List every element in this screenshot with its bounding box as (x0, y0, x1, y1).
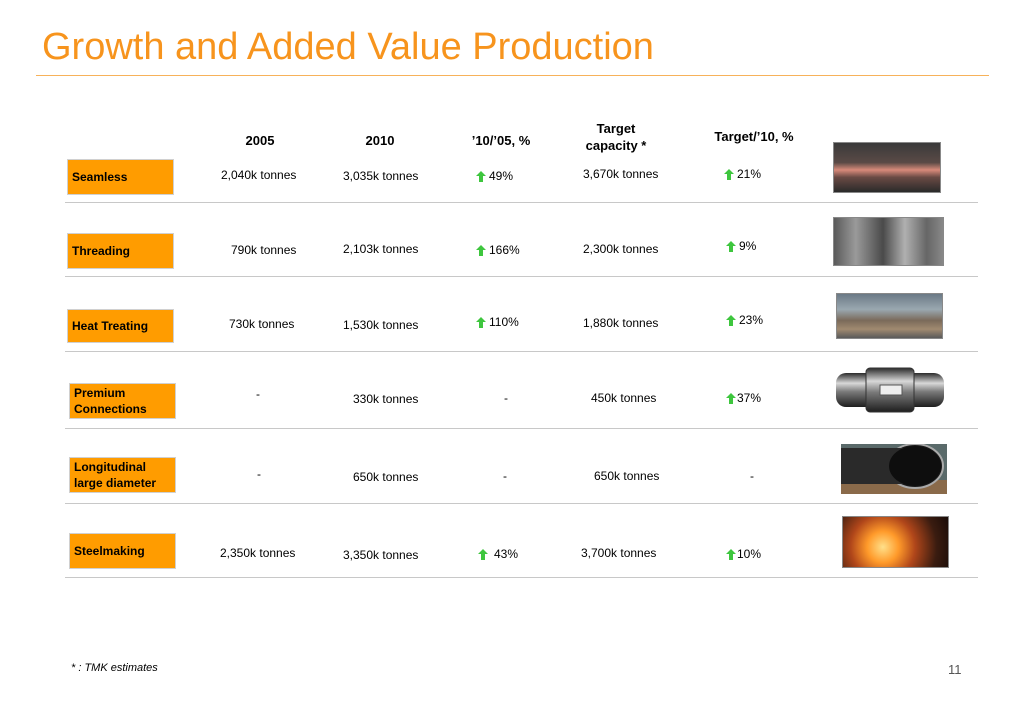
value-2005: 730k tonnes (229, 317, 295, 331)
category-seamless: Seamless (67, 159, 174, 195)
growth-value: 110% (489, 315, 519, 329)
value-2010: 650k tonnes (353, 470, 419, 484)
green-up-arrow-icon (726, 314, 736, 326)
header-growth: ’10/’05, % (471, 133, 531, 148)
threading-machine-photo (833, 217, 944, 266)
value-2010: 3,035k tonnes (343, 169, 419, 183)
target-vs-2010-value: 10% (737, 547, 762, 561)
category-longitudinal-large-diameter: Longitudinal large diameter (69, 457, 176, 493)
category-premium-connections: Premium Connections (69, 383, 176, 419)
header-target-line2: capacity * (585, 138, 647, 153)
title-divider (36, 75, 989, 76)
target-vs-2010-value: 9% (739, 239, 757, 253)
value-2005: 2,040k tonnes (221, 168, 297, 182)
category-threading: Threading (67, 233, 174, 269)
seamless-pipe-photo (833, 142, 941, 193)
target-capacity: 1,880k tonnes (583, 316, 659, 330)
category-label-line1: Longitudinal (74, 460, 146, 474)
growth-cell: 166% (476, 243, 520, 257)
target-capacity: 450k tonnes (591, 391, 657, 405)
value-2005: 2,350k tonnes (220, 546, 296, 560)
green-up-arrow-icon (478, 548, 488, 560)
large-diameter-pipe-photo (841, 444, 947, 494)
category-label-line2: Connections (74, 402, 147, 416)
target-vs-2010-value: 37% (737, 391, 762, 405)
target-vs-2010-cell: 9% (726, 239, 756, 253)
target-capacity: 3,700k tonnes (581, 546, 657, 560)
growth-value: 43% (494, 547, 519, 561)
header-target-line1: Target (596, 121, 636, 136)
category-label-line2: large diameter (74, 476, 157, 490)
category-heat-treating: Heat Treating (67, 309, 174, 343)
green-up-arrow-icon (476, 316, 486, 328)
target-capacity: 2,300k tonnes (583, 242, 659, 256)
growth-cell: 49% (476, 169, 513, 183)
target-capacity: 650k tonnes (594, 469, 660, 483)
header-2005: 2005 (245, 133, 275, 148)
green-up-arrow-icon (726, 392, 736, 404)
page-title: Growth and Added Value Production (42, 26, 654, 68)
category-steelmaking: Steelmaking (69, 533, 176, 569)
value-2005: 790k tonnes (231, 243, 297, 257)
row-divider (65, 503, 978, 504)
value-2010: 2,103k tonnes (343, 242, 419, 256)
row-divider (65, 351, 978, 352)
value-2005: - (257, 467, 261, 481)
header-2010: 2010 (365, 133, 395, 148)
target-vs-2010-value: - (750, 469, 754, 483)
target-capacity: 3,670k tonnes (583, 167, 659, 181)
green-up-arrow-icon (476, 170, 486, 182)
green-up-arrow-icon (726, 240, 736, 252)
row-divider (65, 428, 978, 429)
green-up-arrow-icon (476, 244, 486, 256)
category-label: Heat Treating (72, 319, 149, 333)
green-up-arrow-icon (724, 168, 734, 180)
growth-cell: 43% (478, 547, 518, 561)
value-2010: 3,350k tonnes (343, 548, 419, 562)
growth-value: - (503, 469, 507, 483)
target-vs-2010-cell: 10% (726, 547, 761, 561)
header-target-vs-2010: Target/’10, % (714, 129, 794, 144)
target-vs-2010-value: 21% (737, 167, 762, 181)
category-label: Longitudinal large diameter (74, 459, 156, 491)
premium-connection-coupling-photo (836, 367, 944, 413)
target-vs-2010-cell: 23% (726, 313, 763, 327)
category-label: Threading (72, 244, 131, 258)
category-label-line1: Premium (74, 386, 126, 400)
category-label: Premium Connections (74, 385, 147, 417)
row-divider (65, 276, 978, 277)
steelmaking-furnace-photo (842, 516, 949, 568)
value-2010: 330k tonnes (353, 392, 419, 406)
category-label: Steelmaking (74, 544, 145, 558)
growth-value: 49% (489, 169, 514, 183)
row-divider (65, 202, 978, 203)
category-label: Seamless (72, 170, 128, 184)
target-vs-2010-cell: 21% (724, 167, 761, 181)
value-2010: 1,530k tonnes (343, 318, 419, 332)
growth-cell: 110% (476, 315, 519, 329)
value-2005: - (256, 387, 260, 401)
footnote: * : TMK estimates (71, 662, 158, 674)
header-target-capacity: Target capacity * (570, 120, 662, 154)
target-vs-2010-value: 23% (739, 313, 764, 327)
growth-value: 166% (489, 243, 520, 257)
green-up-arrow-icon (726, 548, 736, 560)
growth-value: - (504, 391, 508, 405)
heat-treating-furnace-photo (836, 293, 943, 339)
target-vs-2010-cell: 37% (726, 391, 761, 405)
page-number: 11 (948, 662, 962, 677)
row-divider (65, 577, 978, 578)
